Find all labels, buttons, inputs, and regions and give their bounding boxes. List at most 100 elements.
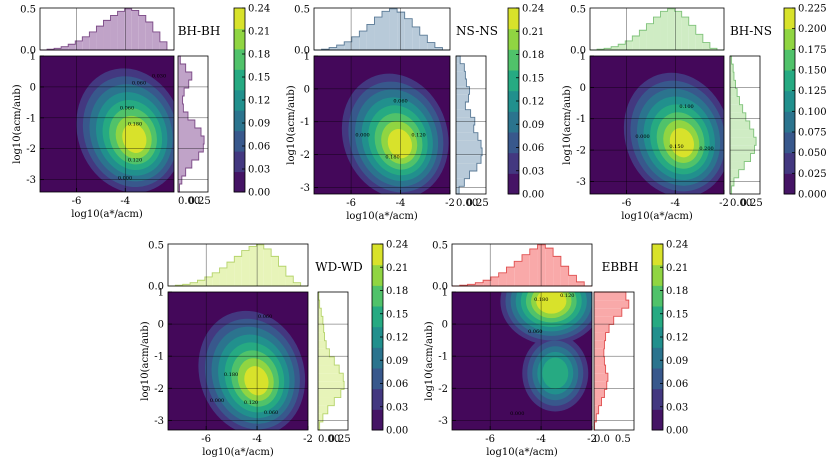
density-contour bbox=[536, 292, 567, 314]
colorbar-segment bbox=[784, 28, 795, 50]
top-hist-y-tick: 0.0 bbox=[294, 46, 310, 57]
right-hist-bar bbox=[594, 308, 622, 317]
top-hist-bar bbox=[285, 276, 294, 286]
x-tick-label: -2 bbox=[445, 198, 455, 209]
right-hist-bar bbox=[178, 120, 195, 128]
right-hist-x-tick: 0.00 bbox=[318, 434, 340, 445]
right-hist-bar bbox=[730, 145, 755, 154]
top-hist-bar bbox=[197, 280, 205, 286]
colorbar-tick-label: 0.03 bbox=[386, 402, 408, 413]
top-hist-bar bbox=[145, 22, 153, 50]
contour-label: 0.100 bbox=[679, 104, 693, 110]
top-hist-bar bbox=[611, 46, 619, 50]
top-hist-outline bbox=[168, 244, 308, 287]
right-hist-bar bbox=[594, 381, 607, 390]
right-hist-bar bbox=[456, 63, 465, 72]
colorbar-tick-label: 0.03 bbox=[666, 402, 688, 413]
x-tick-label: -6 bbox=[346, 198, 356, 209]
right-hist-bar bbox=[318, 348, 330, 357]
x-axis-label: log10(a*/acm) bbox=[486, 447, 558, 458]
colorbar-tick-label: 0.24 bbox=[522, 4, 544, 15]
density-map bbox=[40, 56, 174, 192]
colorbar-segment bbox=[652, 388, 663, 410]
right-hist-bar bbox=[730, 185, 732, 194]
right-hist-frame bbox=[593, 291, 635, 431]
colorbar-tick-label: 0.21 bbox=[386, 263, 408, 274]
right-hist-bar bbox=[594, 316, 614, 325]
contour-label: 0.000 bbox=[210, 398, 224, 404]
colorbar-tick-label: 0.18 bbox=[522, 50, 544, 61]
right-hist-x-tick: 0.5 bbox=[615, 434, 631, 445]
right-hist-bar bbox=[594, 348, 604, 357]
top-hist-bar bbox=[359, 31, 367, 50]
top-hist-bar bbox=[256, 244, 264, 286]
colorbar-segment bbox=[508, 8, 519, 30]
right-hist-bar bbox=[178, 136, 205, 144]
colorbar-segment bbox=[652, 264, 663, 286]
y-tick-label: -3 bbox=[26, 175, 36, 186]
right-hist-bar bbox=[730, 161, 745, 170]
colorbar-segment bbox=[784, 90, 795, 112]
right-hist-bar bbox=[594, 397, 602, 406]
top-hist-bar bbox=[110, 15, 118, 51]
colorbar-tick-label: 0.03 bbox=[522, 166, 544, 177]
colorbar-tick-label: 0.025 bbox=[798, 169, 827, 180]
right-hist-x-tick: 0.25 bbox=[466, 198, 488, 209]
contour-label: 0.060 bbox=[264, 410, 278, 416]
right-hist-bar bbox=[730, 96, 740, 105]
y-tick-label: 0 bbox=[442, 320, 448, 331]
y-tick-label: -2 bbox=[300, 150, 310, 161]
density-map bbox=[590, 56, 724, 194]
right-hist-bar bbox=[178, 168, 186, 176]
y-tick-label: 0 bbox=[30, 82, 36, 93]
colorbar-tick-label: 0.175 bbox=[798, 45, 827, 56]
colorbar-tick-label: 0.075 bbox=[798, 128, 827, 139]
colorbar: 0.24 0.21 0.18 0.15 0.12 0.09 0.06 0.03 0.00 bbox=[371, 240, 408, 437]
right-hist-bar bbox=[456, 102, 466, 110]
right-hist-bar bbox=[178, 152, 199, 160]
contour-label: 0.000 bbox=[510, 411, 524, 417]
right-hist-bar bbox=[318, 340, 327, 349]
top-hist-bar bbox=[529, 248, 538, 286]
right-hist-bar bbox=[318, 308, 322, 317]
right-hist-bar bbox=[178, 160, 192, 168]
right-hist-bar bbox=[178, 128, 202, 136]
right-hist-frame bbox=[455, 55, 487, 195]
right-hist-bar bbox=[730, 177, 734, 186]
right-hist-bar bbox=[594, 373, 608, 382]
y-tick-label: -1 bbox=[154, 352, 164, 363]
contour-label: 0.000 bbox=[635, 134, 649, 140]
y-tick-label: 1 bbox=[580, 52, 586, 63]
top-hist-bar bbox=[653, 17, 661, 51]
colorbar-segment bbox=[508, 111, 519, 133]
x-axis-label: log10(a*/acm) bbox=[202, 447, 274, 458]
colorbar-frame bbox=[783, 7, 796, 195]
colorbar-segment bbox=[508, 49, 519, 71]
right-hist-bar bbox=[594, 389, 605, 398]
top-hist-bar bbox=[68, 44, 76, 50]
colorbar-tick-label: 0.21 bbox=[666, 263, 688, 274]
x-tick-label: -2 bbox=[303, 434, 313, 445]
right-hist-bar bbox=[178, 176, 182, 184]
colorbar-segment bbox=[784, 49, 795, 71]
y-tick-label: 1 bbox=[30, 52, 36, 63]
top-hist-bar bbox=[366, 24, 375, 50]
main-frame bbox=[451, 291, 593, 431]
top-hist-bar bbox=[412, 26, 420, 50]
contour-label: 0.180 bbox=[224, 372, 238, 378]
top-hist-bar bbox=[278, 266, 286, 286]
colorbar-segment bbox=[508, 132, 519, 154]
right-hist-bar bbox=[178, 184, 180, 192]
panel-title: BH-NS bbox=[730, 24, 772, 38]
colorbar-tick-label: 0.050 bbox=[798, 148, 827, 159]
x-tick-label: -4 bbox=[252, 434, 262, 445]
colorbar-segment bbox=[372, 347, 383, 369]
colorbar-tick-label: 0.24 bbox=[666, 240, 688, 251]
right-hist-bar bbox=[456, 148, 483, 156]
density-contour bbox=[542, 357, 569, 389]
right-hist-x-tick: 0.00 bbox=[730, 198, 752, 209]
right-hist-bar bbox=[456, 140, 482, 148]
y-tick-label: 1 bbox=[304, 52, 310, 63]
colorbar: 0.24 0.21 0.18 0.15 0.12 0.09 0.06 0.03 0.00 bbox=[651, 240, 688, 437]
top-hist-y-tick: 0.5 bbox=[148, 240, 164, 251]
